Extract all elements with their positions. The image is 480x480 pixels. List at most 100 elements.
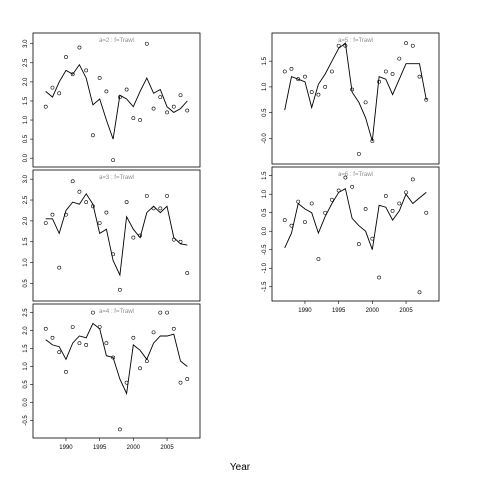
y-tick-label: 0.5 bbox=[23, 134, 29, 143]
observed-point bbox=[70, 179, 75, 184]
observed-point bbox=[171, 237, 176, 242]
observed-point bbox=[158, 206, 163, 211]
y-tick-label: 2.0 bbox=[23, 77, 29, 86]
observed-point bbox=[77, 189, 82, 194]
observed-point bbox=[363, 100, 368, 105]
observed-point bbox=[343, 175, 348, 180]
observed-point bbox=[131, 235, 136, 240]
observed-point bbox=[104, 210, 109, 215]
panel-frame bbox=[32, 32, 201, 168]
observed-point bbox=[171, 104, 176, 109]
observed-point bbox=[343, 43, 348, 48]
observed-point bbox=[97, 76, 102, 80]
observed-point bbox=[104, 341, 109, 346]
fitted-line bbox=[45, 192, 188, 277]
x-tick-label: 1995 bbox=[93, 445, 107, 451]
y-tick-label: 2.5 bbox=[23, 308, 29, 317]
observed-point bbox=[178, 239, 183, 244]
y-tick-label: 0.0 bbox=[23, 398, 29, 407]
panel-label: a=3 : f=Trawl bbox=[99, 175, 134, 181]
y-tick-label: 1.0 bbox=[23, 362, 29, 371]
panel-label: a=5 : f=Trawl bbox=[338, 38, 373, 44]
y-tick-label: 1.0 bbox=[23, 258, 29, 267]
observed-point bbox=[77, 45, 82, 50]
y-tick-label: -1.5 bbox=[262, 281, 268, 292]
observed-point bbox=[97, 325, 102, 329]
observed-point bbox=[117, 427, 122, 432]
observed-point bbox=[131, 335, 136, 340]
panel-frame bbox=[32, 303, 201, 439]
y-tick-label: 1.0 bbox=[23, 115, 29, 124]
observed-point bbox=[323, 85, 328, 89]
observed-point bbox=[363, 207, 368, 211]
y-tick-label: 1.5 bbox=[262, 56, 268, 65]
panel-a4: -0.5 0.0 0.5 1.0 1.5 2.0 2.5 1990 1995 2000 2005 a=… bbox=[23, 303, 201, 451]
observed-point bbox=[117, 95, 122, 100]
observed-point bbox=[316, 257, 321, 261]
panel-label: a=4 : f=Trawl bbox=[99, 309, 134, 315]
observed-point bbox=[144, 193, 149, 198]
observed-point bbox=[178, 93, 183, 98]
y-tick-label: 1.5 bbox=[23, 96, 29, 105]
observed-point bbox=[178, 380, 183, 385]
observed-point bbox=[303, 220, 307, 224]
observed-point bbox=[111, 158, 116, 162]
x-tick-label: 1995 bbox=[332, 308, 346, 314]
observed-point bbox=[336, 43, 341, 48]
observed-point bbox=[104, 89, 109, 94]
y-tick-label: 0.5 bbox=[23, 279, 29, 288]
panel-a5: -0.0 0.5 1.0 1.5 a=5 : f=Trawl bbox=[262, 32, 440, 165]
panel-a6: -1.5 -1.0 -0.5 0.0 0.5 1.0 1.5 1990 1995 2000 2005… bbox=[262, 166, 440, 314]
observed-point bbox=[350, 87, 355, 92]
y-tick-label: -1.0 bbox=[262, 262, 268, 273]
panel-a2: 0.0 0.5 1.0 1.5 2.0 2.5 3.0 a=2 : f=Trawl bbox=[23, 32, 201, 168]
observed-point bbox=[383, 69, 388, 74]
panel-frame bbox=[271, 32, 440, 165]
observed-point bbox=[377, 275, 381, 280]
y-tick-label: 1.5 bbox=[23, 344, 29, 353]
observed-point bbox=[165, 193, 169, 198]
y-tick-label: -0.5 bbox=[23, 415, 29, 426]
observed-point bbox=[323, 210, 328, 215]
observed-point bbox=[404, 41, 408, 46]
observed-point bbox=[397, 201, 402, 206]
observed-point bbox=[356, 242, 361, 247]
observed-point bbox=[91, 204, 95, 209]
observed-point bbox=[282, 69, 287, 74]
observed-point bbox=[57, 350, 62, 355]
y-tick-label: 1.0 bbox=[262, 82, 268, 91]
observed-point bbox=[390, 72, 395, 76]
panel-a3: 0.5 1.0 1.5 2.0 2.5 3.0 a=3 : f=Trawl bbox=[23, 169, 201, 302]
x-tick-label: 1990 bbox=[298, 308, 312, 314]
observed-point bbox=[350, 184, 355, 189]
observed-point bbox=[309, 201, 314, 206]
observed-point bbox=[64, 212, 68, 217]
observed-point bbox=[84, 68, 89, 73]
observed-point bbox=[356, 151, 361, 156]
observed-point bbox=[77, 341, 82, 346]
fitted-line bbox=[45, 63, 188, 140]
observed-point bbox=[64, 55, 68, 59]
observed-point bbox=[111, 355, 116, 360]
observed-point bbox=[370, 236, 375, 241]
observed-point bbox=[289, 223, 294, 228]
observed-point bbox=[84, 200, 89, 205]
fitted-line bbox=[45, 322, 188, 396]
observed-point bbox=[124, 200, 129, 205]
y-tick-label: -0.5 bbox=[262, 244, 268, 255]
observed-point bbox=[64, 369, 68, 374]
y-tick-label: 2.5 bbox=[23, 58, 29, 67]
observed-point bbox=[404, 190, 408, 195]
y-tick-label: 0.0 bbox=[262, 226, 268, 235]
x-tick-label: 2005 bbox=[399, 308, 413, 314]
observed-point bbox=[330, 197, 334, 202]
y-tick-label: 2.5 bbox=[23, 195, 29, 204]
observed-point bbox=[43, 104, 48, 109]
observed-point bbox=[151, 206, 156, 211]
observed-point bbox=[390, 208, 395, 213]
y-tick-label: 0.5 bbox=[262, 108, 268, 117]
y-tick-label: 3.0 bbox=[23, 39, 29, 48]
y-tick-label: 0.5 bbox=[23, 380, 29, 389]
observed-point bbox=[138, 366, 142, 371]
observed-point bbox=[309, 90, 314, 94]
